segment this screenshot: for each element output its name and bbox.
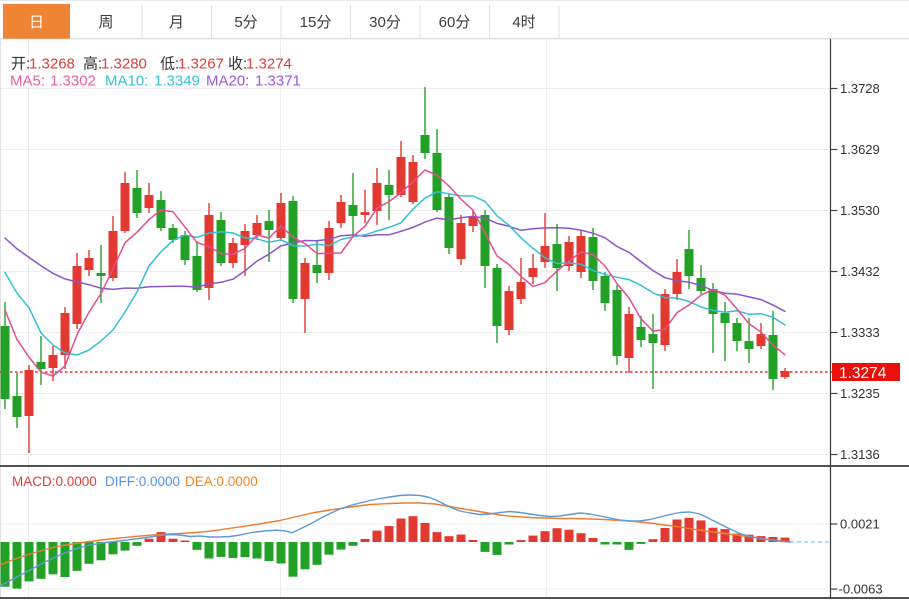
svg-text:高:: 高: bbox=[83, 56, 102, 73]
svg-text:0.0021: 0.0021 bbox=[840, 517, 880, 532]
svg-text:1.3302: 1.3302 bbox=[50, 73, 96, 90]
svg-text:15分: 15分 bbox=[300, 14, 332, 31]
svg-text:1.3432: 1.3432 bbox=[840, 264, 880, 279]
svg-text:月: 月 bbox=[169, 14, 184, 31]
svg-text:1.3235: 1.3235 bbox=[840, 386, 880, 401]
svg-text:1.3267: 1.3267 bbox=[178, 56, 224, 73]
svg-text:1.3333: 1.3333 bbox=[840, 325, 880, 340]
svg-text:5分: 5分 bbox=[234, 14, 257, 31]
svg-text:1.3274: 1.3274 bbox=[246, 56, 292, 73]
svg-text:收:: 收: bbox=[228, 56, 247, 73]
svg-text:1.3268: 1.3268 bbox=[29, 56, 75, 73]
svg-text:1.3136: 1.3136 bbox=[840, 447, 880, 462]
svg-text:30分: 30分 bbox=[369, 14, 401, 31]
svg-text:日: 日 bbox=[29, 14, 44, 31]
svg-text:MA20:: MA20: bbox=[206, 73, 249, 90]
svg-text:DEA:0.0000: DEA:0.0000 bbox=[185, 474, 258, 489]
svg-text:MA5:: MA5: bbox=[10, 73, 45, 90]
svg-text:1.3280: 1.3280 bbox=[101, 56, 147, 73]
svg-text:低:: 低: bbox=[160, 56, 179, 73]
svg-text:MACD:0.0000: MACD:0.0000 bbox=[12, 474, 97, 489]
svg-text:周: 周 bbox=[98, 14, 113, 31]
svg-text:1.3349: 1.3349 bbox=[154, 73, 200, 90]
svg-text:开:: 开: bbox=[11, 56, 30, 73]
svg-text:1.3530: 1.3530 bbox=[840, 203, 880, 218]
svg-text:-0.0063: -0.0063 bbox=[839, 582, 883, 597]
svg-text:1.3371: 1.3371 bbox=[255, 73, 301, 90]
svg-text:1.3728: 1.3728 bbox=[840, 81, 880, 96]
svg-text:60分: 60分 bbox=[439, 14, 471, 31]
svg-text:MA10:: MA10: bbox=[105, 73, 148, 90]
svg-text:4时: 4时 bbox=[512, 14, 535, 31]
svg-text:DIFF:0.0000: DIFF:0.0000 bbox=[105, 474, 180, 489]
svg-text:1.3274: 1.3274 bbox=[839, 365, 887, 382]
svg-text:1.3629: 1.3629 bbox=[840, 142, 880, 157]
